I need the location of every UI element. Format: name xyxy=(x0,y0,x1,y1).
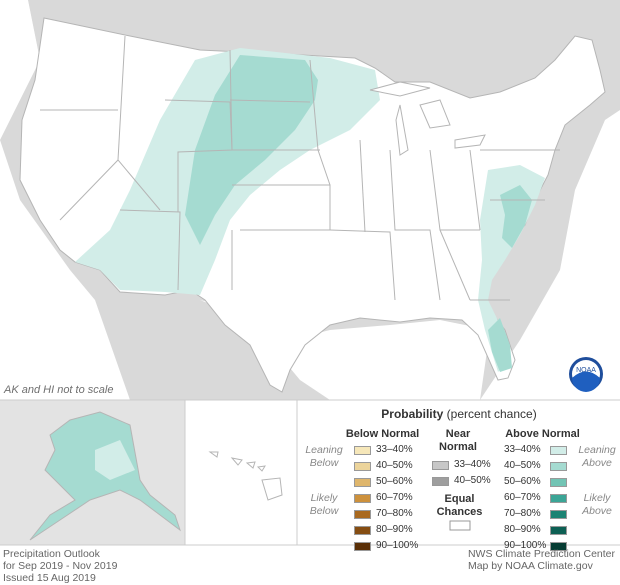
likely-below-label: Likely Below xyxy=(301,492,347,518)
below-label-6: 80–90% xyxy=(376,524,413,535)
above-swatch-5 xyxy=(550,510,567,519)
above-swatch-1 xyxy=(550,446,567,455)
near-swatch-1 xyxy=(432,461,449,470)
hawaii xyxy=(208,451,283,501)
near-swatch-2 xyxy=(432,477,449,486)
below-swatch-7 xyxy=(354,542,371,551)
below-label-5: 70–80% xyxy=(376,508,413,519)
near-normal-heading: Near Normal xyxy=(432,428,484,454)
likely-below-line2: Below xyxy=(309,505,339,517)
equal-line1: Equal xyxy=(444,493,475,505)
scale-note: AK and HI not to scale xyxy=(4,384,114,396)
below-swatch-2 xyxy=(354,462,371,471)
below-label-3: 50–60% xyxy=(376,476,413,487)
below-normal-heading: Below Normal xyxy=(345,428,420,440)
above-33-40-east xyxy=(478,165,545,372)
below-swatch-1 xyxy=(354,446,371,455)
near-heading-line2: Normal xyxy=(439,441,477,453)
leaning-above-label: Leaning Above xyxy=(576,444,618,470)
equal-line2: Chances xyxy=(436,506,483,518)
below-swatch-5 xyxy=(354,510,371,519)
pacific-ocean-north xyxy=(0,0,40,140)
leaning-above-line1: Leaning xyxy=(578,444,616,456)
legend-title-rest: (percent chance) xyxy=(443,407,537,421)
above-label-3: 50–60% xyxy=(504,476,541,487)
credit-caption: NWS Climate Prediction Center Map by NOAA… xyxy=(468,548,615,572)
likely-above-line1: Likely xyxy=(583,492,611,504)
noaa-logo-text: NOAA xyxy=(576,367,596,374)
above-label-5: 70–80% xyxy=(504,508,541,519)
noaa-logo: NOAA xyxy=(569,357,603,392)
leaning-above-line2: Above xyxy=(582,457,612,469)
above-label-1: 33–40% xyxy=(504,444,541,455)
below-swatch-4 xyxy=(354,494,371,503)
leaning-below-label: Leaning Below xyxy=(301,444,347,470)
credit-line1: NWS Climate Prediction Center xyxy=(467,548,615,560)
above-40-50-florida xyxy=(488,318,512,372)
above-normal-heading: Above Normal xyxy=(505,428,580,440)
state-boundaries xyxy=(40,35,560,301)
above-label-4: 60–70% xyxy=(504,492,541,503)
pacific-ocean xyxy=(0,140,130,400)
alaska-lean-center xyxy=(95,440,135,480)
likely-above-label: Likely Above xyxy=(576,492,618,518)
likely-above-line2: Above xyxy=(582,505,612,517)
above-swatch-2 xyxy=(550,462,567,471)
equal-chances-swatch xyxy=(449,520,471,531)
leaning-below-line2: Below xyxy=(309,457,339,469)
legend-title: Probability (percent chance) xyxy=(298,407,620,421)
below-label-1: 33–40% xyxy=(376,444,413,455)
likely-below-line1: Likely xyxy=(310,492,338,504)
below-swatch-3 xyxy=(354,478,371,487)
caption-line2: for Sep 2019 - Nov 2019 xyxy=(3,560,118,572)
near-label-2: 40–50% xyxy=(454,475,491,486)
above-40-50-virginia xyxy=(500,185,532,248)
near-heading-line1: Near xyxy=(445,428,471,440)
above-swatch-7 xyxy=(550,542,567,551)
equal-chances-label: Equal Chances xyxy=(432,493,487,519)
below-label-7: 90–100% xyxy=(376,540,419,551)
great-lakes xyxy=(369,81,486,156)
legend-title-bold: Probability xyxy=(381,407,444,421)
outlook-caption: Precipitation Outlook for Sep 2019 - Nov … xyxy=(3,548,117,584)
above-swatch-3 xyxy=(550,478,567,487)
below-label-4: 60–70% xyxy=(376,492,413,503)
credit-line2: Map by NOAA Climate.gov xyxy=(467,560,593,572)
gulf-of-mexico xyxy=(200,300,490,400)
caption-line3: Issued 15 Aug 2019 xyxy=(3,572,96,584)
above-label-7: 90–100% xyxy=(504,540,547,551)
below-label-2: 40–50% xyxy=(376,460,413,471)
above-swatch-6 xyxy=(550,526,567,535)
above-swatch-4 xyxy=(550,494,567,503)
near-label-1: 33–40% xyxy=(454,459,491,470)
above-label-6: 80–90% xyxy=(504,524,541,535)
above-label-2: 40–50% xyxy=(504,460,541,471)
caption-line1: Precipitation Outlook xyxy=(3,548,100,560)
below-swatch-6 xyxy=(354,526,371,535)
atlantic-ocean xyxy=(480,110,620,400)
leaning-below-line1: Leaning xyxy=(305,444,343,456)
